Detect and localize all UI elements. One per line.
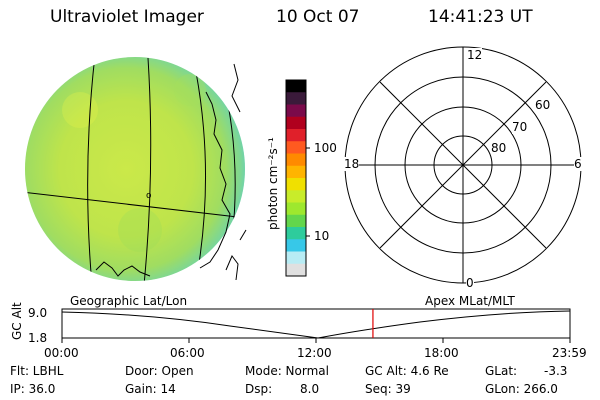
colorbar-segment xyxy=(286,214,306,228)
ip-info: IP: 36.0 xyxy=(10,382,56,396)
timeline-x-tick-0000: 00:00 xyxy=(44,346,79,360)
glat-label: GLat: xyxy=(485,364,518,378)
colorbar-tick-100: 100 xyxy=(314,141,337,155)
colorbar-segment xyxy=(286,227,306,240)
colorbar-segment xyxy=(286,80,306,93)
timeline-x-tick-1200: 12:00 xyxy=(297,346,332,360)
timeline-x-tick-2359: 23:59 xyxy=(552,346,587,360)
lat-label-70: 70 xyxy=(512,120,528,134)
timeline-x-tick-0600: 06:00 xyxy=(170,346,205,360)
mlt-label-0: 0 xyxy=(466,276,474,290)
mode-info: Mode: Normal xyxy=(245,364,329,378)
timeline-y-label: GC Alt xyxy=(10,302,24,340)
glat-value: -3.3 xyxy=(544,364,568,378)
seq-info: Seq: 39 xyxy=(365,382,411,396)
timeline-y-tick-top: 9.0 xyxy=(28,306,48,320)
lat-label-80: 80 xyxy=(491,141,507,155)
colorbar-segment xyxy=(286,141,306,154)
lat-label-60: 60 xyxy=(535,98,551,112)
time-label: 14:41:23 UT xyxy=(428,7,533,27)
colorbar-tick-10: 10 xyxy=(314,229,330,243)
mlt-label-6: 6 xyxy=(574,157,582,171)
filter-info: Flt: LBHL xyxy=(10,364,64,378)
gc-alt-info: GC Alt: 4.6 Re xyxy=(365,364,449,378)
colorbar-segment xyxy=(286,153,306,167)
colorbar-segment xyxy=(286,116,306,130)
timeline-x-tick-1800: 18:00 xyxy=(424,346,459,360)
dsp-label: Dsp: xyxy=(245,382,273,396)
colorbar-segment xyxy=(286,92,306,105)
mlt-label-12: 12 xyxy=(467,48,483,62)
colorbar-segment xyxy=(286,165,306,179)
dsp-value: 8.0 xyxy=(300,382,320,396)
colorbar-segment xyxy=(286,178,306,191)
colorbar-segment xyxy=(286,239,306,252)
timeline-y-tick-bottom: 1.8 xyxy=(28,331,48,345)
apex-label: Apex MLat/MLT xyxy=(425,294,515,308)
colorbar-segment xyxy=(286,129,306,142)
door-info: Door: Open xyxy=(125,364,194,378)
date-label: 10 Oct 07 xyxy=(276,7,360,27)
mlt-label-18: 18 xyxy=(344,157,360,171)
colorbar-segment xyxy=(286,202,306,216)
gain-info: Gain: 14 xyxy=(125,382,176,396)
colorbar-segment xyxy=(286,251,306,265)
glon-info: GLon: 266.0 xyxy=(485,382,558,396)
colorbar-segment xyxy=(286,104,306,118)
colorbar-segment xyxy=(286,263,306,277)
instrument-title: Ultraviolet Imager xyxy=(50,7,204,27)
geographic-label: Geographic Lat/Lon xyxy=(70,294,188,308)
svg-text:o: o xyxy=(146,191,152,201)
colorbar-segment xyxy=(286,190,306,203)
